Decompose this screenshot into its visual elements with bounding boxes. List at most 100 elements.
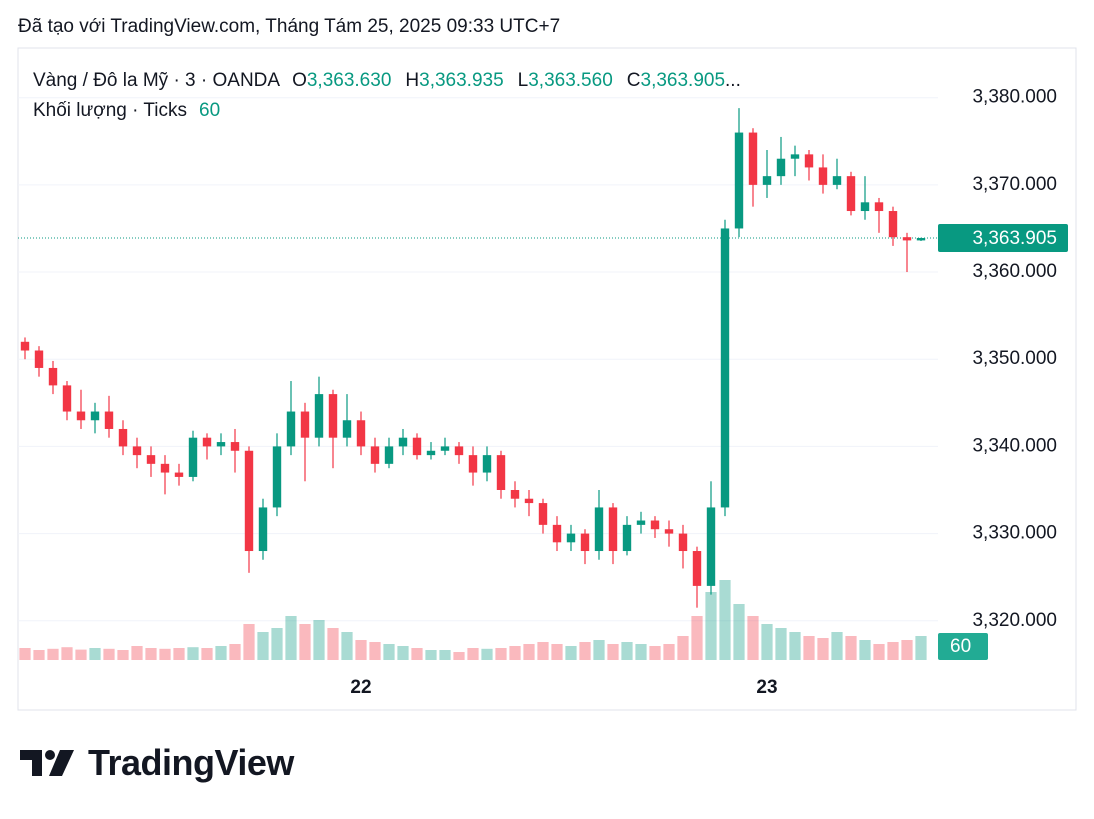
candle-body: [244, 450, 254, 552]
volume-bar: [873, 644, 885, 660]
volume-bar: [89, 648, 101, 660]
volume-bar: [145, 648, 157, 660]
candle-body: [622, 524, 632, 552]
legend-row: Khối lượng · Ticks 60: [33, 96, 741, 126]
volume-bar: [369, 642, 381, 660]
candle-body: [454, 446, 464, 456]
candle-body: [846, 176, 856, 212]
volume-bar: [271, 628, 283, 660]
candle-body: [566, 533, 576, 543]
candle-body: [160, 463, 170, 473]
candle-body: [552, 524, 562, 543]
volume-bar: [845, 636, 857, 660]
volume-bar: [915, 636, 927, 660]
candle-body: [342, 420, 352, 438]
volume-bar: [733, 604, 745, 660]
candle-body: [118, 428, 128, 447]
ohlc-key: C: [626, 70, 641, 91]
ohlc-key: O: [292, 70, 307, 91]
volume-bar: [579, 642, 591, 660]
candle-body: [132, 446, 142, 456]
volume-bar: [803, 636, 815, 660]
candle-body: [370, 446, 380, 464]
candle-body: [664, 529, 674, 534]
candle-body: [860, 202, 870, 212]
volume-bar: [327, 628, 339, 660]
candle-body: [216, 442, 226, 447]
volume-bar: [61, 647, 73, 660]
volume-bar: [257, 632, 269, 660]
x-tick-label: 22: [350, 677, 371, 698]
volume-bar: [299, 624, 311, 660]
candle-body: [174, 472, 184, 477]
candle-body: [594, 507, 604, 552]
ohlc-value: 3,363.560: [528, 70, 613, 91]
candle-body: [48, 367, 58, 386]
y-tick-label: 3,380.000: [972, 87, 1057, 108]
volume-bar: [425, 650, 437, 660]
y-tick-label: 3,360.000: [972, 261, 1057, 282]
volume-bar: [887, 642, 899, 660]
volume-bar: [285, 616, 297, 660]
candle-body: [706, 507, 716, 586]
volume-bar: [551, 644, 563, 660]
candle-body: [20, 341, 30, 351]
volume-value: 60: [199, 100, 221, 121]
candle-body: [650, 520, 660, 530]
candle-body: [538, 503, 548, 525]
volume-bar: [33, 650, 45, 660]
volume-bar: [75, 649, 87, 660]
y-tick-label: 3,370.000: [972, 174, 1057, 195]
volume-bar: [705, 592, 717, 660]
volume-bar: [509, 646, 521, 660]
volume-bar: [47, 648, 59, 660]
y-tick-label: 3,340.000: [972, 435, 1057, 456]
candle-body: [482, 455, 492, 473]
volume-bar: [901, 640, 913, 660]
candle-body: [286, 411, 296, 447]
volume-bar: [439, 650, 451, 660]
volume-bar: [523, 644, 535, 660]
volume-bar: [117, 650, 129, 660]
candle-body: [188, 437, 198, 477]
volume-bar: [355, 640, 367, 660]
volume-bar: [831, 632, 843, 660]
volume-bar: [453, 652, 465, 660]
volume-bar: [635, 644, 647, 660]
volume-bar: [691, 616, 703, 660]
volume-bar: [789, 632, 801, 660]
volume-bar: [173, 648, 185, 660]
volume-bar: [159, 648, 171, 660]
volume-bar: [187, 647, 199, 660]
candle-body: [748, 132, 758, 185]
volume-bar: [775, 628, 787, 660]
volume-bar: [131, 646, 143, 660]
candle-body: [776, 158, 786, 177]
ohlc-value: 3,363.905: [640, 70, 726, 91]
brand-logo: [20, 750, 74, 776]
volume-bar: [201, 648, 213, 660]
candle-body: [272, 446, 282, 508]
candle-body: [832, 176, 842, 185]
candle-body: [762, 176, 772, 185]
ellipsis: ...: [725, 70, 741, 91]
candle-body: [874, 202, 884, 212]
candle-body: [300, 411, 310, 438]
volume-bar: [621, 642, 633, 660]
volume-bar: [719, 580, 731, 660]
volume-bar: [19, 648, 31, 660]
brand-name: TradingView: [88, 742, 294, 783]
volume-bar: [817, 638, 829, 660]
candle-body: [720, 228, 730, 508]
legend: Vàng / Đô la Mỹ · 3 · OANDA O 3,363.630 H 3…: [33, 66, 741, 126]
volume-name: Khối lượng · Ticks: [33, 100, 188, 121]
candle-body: [524, 498, 534, 504]
volume-bar: [565, 646, 577, 660]
ohlc-value: 3,363.935: [419, 70, 504, 91]
volume-bar: [215, 646, 227, 660]
candle-body: [804, 154, 814, 168]
candle-body: [90, 411, 100, 421]
candle-body: [678, 533, 688, 552]
ohlc-key: L: [517, 70, 529, 91]
